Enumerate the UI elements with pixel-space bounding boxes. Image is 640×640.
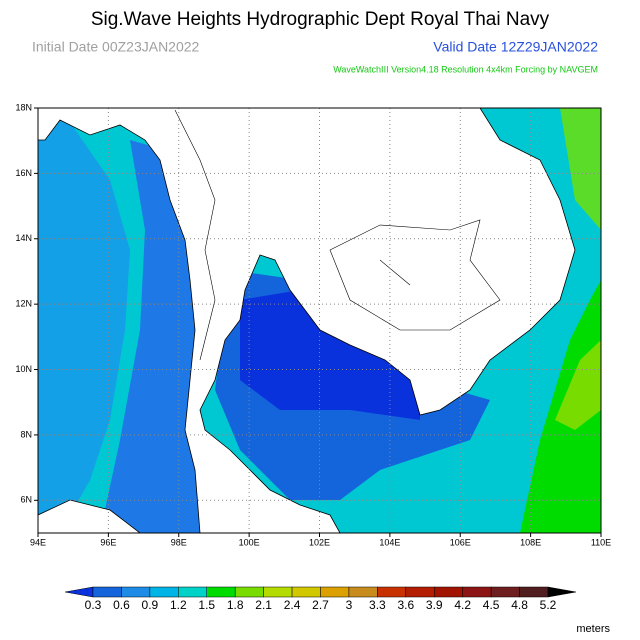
x-tick-label: 102E bbox=[309, 537, 330, 547]
colorbar: 0.3 0.6 0.9 1.2 1.5 1.8 2.1 2.4 2.7 3 3.3 3.6 3.9 4.2… bbox=[64, 586, 577, 612]
units: meters bbox=[576, 623, 610, 635]
colorbar-label: 1.2 bbox=[170, 598, 187, 612]
y-tick-label: 6N bbox=[20, 495, 32, 505]
colorbar-label: 2.1 bbox=[255, 598, 272, 612]
map bbox=[37, 107, 602, 534]
colorbar-box bbox=[462, 586, 492, 598]
x-tick-label: 100E bbox=[239, 537, 260, 547]
colorbar-box bbox=[434, 586, 463, 598]
x-tick-label: 110E bbox=[591, 537, 611, 547]
land bbox=[38, 499, 141, 533]
colorbar-label: 3.6 bbox=[397, 598, 414, 612]
colorbar-box bbox=[490, 586, 520, 598]
colorbar-label: 0.6 bbox=[113, 598, 130, 612]
x-tick-label: 98E bbox=[171, 537, 187, 547]
colorbar-box bbox=[149, 586, 179, 598]
y-tick-label: 12N bbox=[15, 299, 32, 309]
colorbar-box bbox=[377, 586, 407, 598]
colorbar-label: 4.2 bbox=[454, 598, 471, 612]
colorbar-label: 3 bbox=[346, 598, 353, 612]
colorbar-arrow bbox=[547, 586, 577, 598]
sea-zone bbox=[520, 280, 601, 533]
colorbar-box bbox=[320, 586, 350, 598]
colorbar-label: 3.9 bbox=[426, 598, 443, 612]
colorbar-box bbox=[206, 586, 236, 598]
land bbox=[38, 108, 576, 533]
colorbar-box bbox=[348, 586, 378, 598]
colorbar-box bbox=[263, 586, 293, 598]
x-tick-label: 94E bbox=[30, 537, 46, 547]
colorbar-box bbox=[234, 586, 264, 598]
colorbar-label: 4.8 bbox=[511, 598, 528, 612]
y-tick-label: 10N bbox=[15, 364, 32, 374]
colorbar-box bbox=[519, 586, 549, 598]
colorbar-box bbox=[92, 586, 122, 598]
subtitle: WaveWatchIII Version4.18 Resolution 4x4k… bbox=[333, 64, 598, 74]
sea-zone bbox=[555, 340, 601, 430]
y-tick-label: 18N bbox=[15, 102, 32, 112]
colorbar-label: 1.8 bbox=[227, 598, 244, 612]
colorbar-label: 2.7 bbox=[312, 598, 329, 612]
colorbar-label: 2.4 bbox=[284, 598, 301, 612]
x-tick-label: 108E bbox=[520, 537, 541, 547]
colorbar-label: 1.5 bbox=[198, 598, 215, 612]
sea-zone bbox=[38, 108, 130, 533]
initial-date: Initial Date 00Z23JAN2022 bbox=[32, 39, 200, 55]
colorbar-box bbox=[291, 586, 321, 598]
sea-zone bbox=[560, 108, 601, 230]
colorbar-label: 4.5 bbox=[483, 598, 500, 612]
valid-date: Valid Date 12Z29JAN2022 bbox=[433, 39, 598, 55]
grid bbox=[38, 108, 601, 533]
colorbar-box bbox=[405, 586, 435, 598]
colorbar-label: 0.9 bbox=[142, 598, 159, 612]
border bbox=[174, 109, 501, 361]
colorbar-label: 5.2 bbox=[540, 598, 557, 612]
x-tick-label: 106E bbox=[450, 537, 471, 547]
colorbar-label: 0.3 bbox=[85, 598, 102, 612]
x-tick-label: 96E bbox=[100, 537, 116, 547]
y-tick-label: 8N bbox=[20, 429, 32, 439]
y-tick-label: 16N bbox=[15, 168, 32, 178]
colorbar-arrow bbox=[64, 586, 94, 598]
y-tick-label: 14N bbox=[15, 233, 32, 243]
sea-zone bbox=[240, 290, 420, 420]
colorbar-label: 3.3 bbox=[369, 598, 386, 612]
colorbar-box bbox=[178, 586, 207, 598]
title: Sig.Wave Heights Hydrographic Dept Royal… bbox=[91, 9, 550, 30]
colorbar-box bbox=[121, 586, 151, 598]
x-tick-label: 104E bbox=[379, 537, 400, 547]
